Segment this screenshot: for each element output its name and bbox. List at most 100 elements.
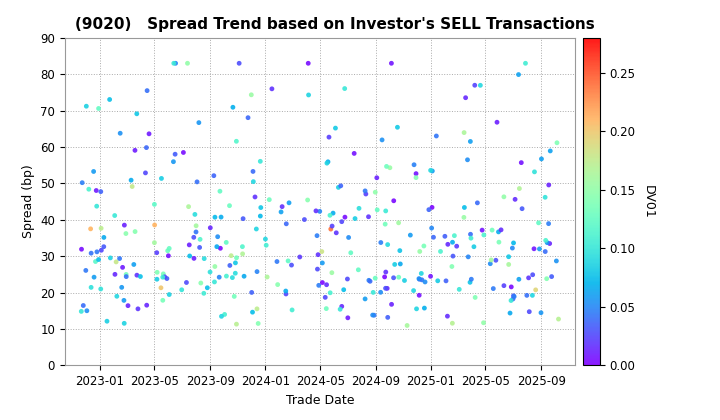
Point bbox=[369, 189, 381, 196]
Point bbox=[188, 234, 199, 241]
Point bbox=[91, 203, 102, 210]
Point bbox=[534, 246, 545, 252]
Point bbox=[158, 270, 169, 277]
Point bbox=[312, 266, 323, 273]
Point bbox=[184, 252, 195, 259]
Point bbox=[294, 254, 305, 260]
Point bbox=[261, 242, 272, 249]
Point bbox=[466, 276, 477, 283]
Point bbox=[253, 320, 264, 327]
Point bbox=[505, 284, 517, 290]
Point bbox=[543, 181, 554, 188]
Point bbox=[320, 305, 332, 312]
Point bbox=[498, 282, 510, 289]
Point bbox=[553, 316, 564, 323]
Point bbox=[181, 279, 192, 286]
Point bbox=[130, 228, 141, 235]
Point bbox=[321, 160, 333, 166]
Point bbox=[120, 230, 132, 237]
Point bbox=[323, 134, 335, 141]
Point bbox=[163, 245, 175, 252]
Point bbox=[380, 269, 392, 276]
Point bbox=[336, 303, 348, 310]
Point bbox=[120, 273, 132, 280]
Point bbox=[388, 274, 400, 281]
Point bbox=[170, 60, 181, 67]
Point bbox=[86, 284, 97, 291]
Point bbox=[539, 248, 551, 255]
Point bbox=[211, 243, 222, 250]
Point bbox=[129, 147, 140, 154]
Point bbox=[380, 207, 392, 214]
Point bbox=[225, 252, 237, 259]
Point bbox=[440, 278, 451, 284]
Point bbox=[313, 282, 325, 289]
Point bbox=[248, 178, 259, 185]
Point bbox=[224, 262, 235, 269]
Point bbox=[272, 281, 284, 288]
Point bbox=[109, 212, 120, 219]
Point bbox=[392, 124, 403, 131]
Point bbox=[163, 291, 175, 298]
Point bbox=[472, 200, 483, 206]
Point bbox=[131, 110, 143, 117]
Point bbox=[114, 255, 125, 262]
Point bbox=[326, 269, 338, 276]
Point bbox=[546, 273, 557, 280]
Point bbox=[408, 161, 420, 168]
Point bbox=[242, 114, 253, 121]
Point bbox=[98, 234, 109, 241]
Point bbox=[282, 257, 294, 264]
Point bbox=[162, 247, 174, 254]
Point bbox=[509, 196, 521, 203]
Point bbox=[536, 155, 547, 162]
Point bbox=[336, 218, 348, 225]
Point bbox=[143, 131, 155, 137]
Point bbox=[449, 232, 460, 239]
Point bbox=[131, 272, 143, 278]
Point bbox=[183, 203, 194, 210]
Point bbox=[426, 204, 438, 211]
Point bbox=[317, 279, 328, 286]
Point bbox=[513, 276, 525, 283]
Point bbox=[325, 226, 336, 232]
Point bbox=[95, 188, 107, 195]
Point bbox=[491, 119, 503, 126]
Point bbox=[338, 286, 349, 293]
Point bbox=[389, 261, 400, 268]
Point bbox=[411, 305, 423, 312]
Point bbox=[91, 187, 102, 194]
Point bbox=[432, 278, 444, 284]
Point bbox=[528, 168, 540, 175]
Point bbox=[363, 277, 374, 284]
Point bbox=[394, 247, 405, 254]
Point bbox=[464, 231, 476, 238]
Point bbox=[237, 243, 248, 250]
Point bbox=[204, 269, 216, 276]
Point bbox=[504, 310, 516, 316]
Point bbox=[393, 274, 405, 281]
Point bbox=[95, 286, 107, 292]
Point bbox=[464, 138, 476, 145]
Point bbox=[442, 241, 454, 248]
Point bbox=[380, 285, 392, 291]
Point bbox=[343, 234, 354, 241]
Point bbox=[189, 211, 201, 218]
Point bbox=[286, 262, 297, 268]
Point bbox=[439, 233, 451, 240]
Point bbox=[492, 228, 504, 235]
Point bbox=[184, 241, 195, 248]
Point bbox=[151, 276, 163, 283]
Point bbox=[247, 168, 258, 175]
Point bbox=[109, 271, 121, 278]
Point bbox=[151, 249, 163, 256]
Point bbox=[114, 130, 126, 136]
Point bbox=[507, 245, 518, 252]
Point bbox=[212, 234, 223, 240]
Point bbox=[381, 163, 392, 170]
Point bbox=[382, 241, 393, 248]
Point bbox=[118, 297, 130, 304]
Point bbox=[324, 212, 336, 219]
Point bbox=[246, 289, 258, 296]
Point bbox=[161, 275, 173, 282]
